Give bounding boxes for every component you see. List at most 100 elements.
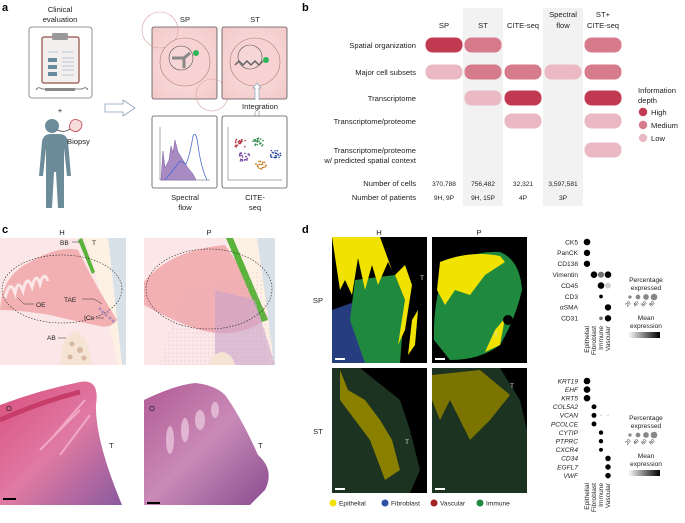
cluster-cell-point: [270, 154, 272, 156]
legend-title-1: Information: [638, 86, 676, 95]
mean-expression-colorbar: [628, 470, 660, 476]
sp-label: SP: [180, 15, 190, 24]
marker-label: VCAN: [560, 413, 579, 420]
st-healthy-image: [332, 368, 427, 493]
pct-legend-tick: 60: [640, 438, 648, 446]
cluster-cell-point: [275, 154, 277, 157]
cluster-cell-point: [235, 144, 237, 146]
sp-cell-illustration: [141, 11, 229, 112]
sp-periodontitis-image: [432, 237, 527, 363]
cluster-cell-point: [241, 154, 243, 157]
cluster-cell-point: [274, 150, 276, 152]
marker-label: KRT19: [558, 378, 579, 385]
column-header-line2: CITE-seq: [587, 21, 619, 30]
cluster-cell-point: [238, 142, 240, 145]
cluster-cell-point: [254, 143, 257, 145]
cluster-cell-point: [244, 152, 246, 155]
spectral-flow-histogram: [151, 115, 218, 189]
number-of-cells-value: 32,321: [513, 181, 534, 188]
pct-legend-dot: [650, 293, 658, 301]
expression-dot: [591, 404, 597, 410]
panel-a: a Clinical evaluation + Biopsy SP ST: [2, 2, 290, 212]
cluster-cell-point: [258, 160, 260, 162]
marker-label: αSMA: [560, 305, 579, 312]
cluster-cell-point: [262, 139, 264, 142]
pct-legend-title: Percentage: [629, 277, 663, 284]
expression-dot: [591, 412, 597, 418]
expression-dot: [597, 271, 605, 278]
d-periodontitis-label: P: [476, 228, 481, 237]
cluster-cell-point: [258, 140, 260, 143]
cite-seq-umap: [221, 115, 288, 189]
ab-label: AB: [47, 335, 56, 342]
column-header-line1: ST+: [596, 10, 611, 19]
arrow-right-icon: [104, 99, 136, 117]
panel-label-b: b: [302, 2, 309, 14]
cluster-cell-point: [236, 144, 239, 147]
column-label: Vascular: [605, 325, 612, 351]
info-depth-pill-low: [425, 64, 463, 80]
cluster-cell-point: [259, 160, 262, 163]
cluster-cell-point: [239, 155, 242, 157]
st-cell-illustration: [221, 26, 288, 100]
marker-label: PTPRC: [556, 439, 579, 446]
legend-swatch: [381, 499, 389, 507]
info-depth-pill-high: [425, 37, 463, 53]
cluster-cell-point: [257, 137, 260, 139]
column-label: Immune: [598, 326, 605, 350]
pct-legend-dot: [635, 432, 641, 438]
info-depth-pill-medium: [464, 37, 502, 53]
info-depth-pill-medium: [464, 64, 502, 80]
cluster-cell-point: [258, 167, 260, 170]
pct-legend-dot: [643, 294, 649, 300]
cluster-cell-point: [238, 140, 241, 142]
legend-swatch: [430, 499, 438, 507]
pct-legend-title: expressed: [631, 423, 662, 430]
legend-label: Medium: [651, 121, 678, 130]
cluster-cell-point: [239, 160, 242, 162]
number-of-patients-value: 3P: [559, 195, 568, 202]
number-of-cells-value: 370,788: [432, 181, 456, 188]
legend-label: Immune: [486, 501, 510, 508]
cluster-cell-point: [244, 145, 246, 148]
row-label: Transcriptome/proteome: [334, 146, 416, 155]
legend-swatch-low: [638, 133, 648, 143]
scale-bar: [435, 358, 445, 360]
column-header-line2: flow: [556, 21, 570, 30]
plus-sign: +: [58, 106, 63, 115]
cluster-cell-point: [247, 153, 249, 155]
spectral-flow-label-1: Spectral: [171, 193, 199, 202]
cluster-cell-point: [255, 163, 257, 165]
expression-dot: [583, 238, 591, 246]
pct-legend-dot: [628, 433, 632, 437]
marker-label: CD31: [561, 316, 578, 323]
expression-dot: [599, 294, 603, 299]
cite-seq-label-2: seq: [249, 203, 261, 212]
marker-label: VWF: [563, 473, 579, 480]
marker-label: Vimentin: [552, 272, 578, 279]
cluster-cell-point: [241, 156, 244, 158]
number-of-patients-value: 4P: [519, 195, 528, 202]
cluster-cell-point: [270, 149, 273, 152]
marker-label: EHF: [565, 387, 579, 394]
shaded-column: [543, 8, 583, 206]
expression-dot: [597, 282, 605, 289]
column-header-line2: ST: [478, 21, 488, 30]
cluster-cell-point: [245, 155, 247, 158]
number-of-cells-value: 756,482: [471, 181, 495, 188]
expression-dot: [605, 472, 611, 479]
info-depth-pill-medium: [504, 64, 542, 80]
marker-label: EGFL7: [557, 464, 578, 471]
expression-dot: [583, 377, 591, 385]
cluster-cell-point: [264, 165, 267, 168]
cluster-cell-point: [262, 161, 264, 164]
information-depth-legend: Information depth High Medium Low: [638, 86, 678, 143]
d-sp-row-label: SP: [313, 296, 323, 305]
clinical-evaluation-label-2: evaluation: [43, 15, 78, 24]
healthy-he-histology: [0, 381, 122, 505]
pct-legend-dot: [650, 431, 658, 439]
panel-label-d: d: [302, 224, 309, 236]
panel-label-a: a: [2, 2, 9, 14]
